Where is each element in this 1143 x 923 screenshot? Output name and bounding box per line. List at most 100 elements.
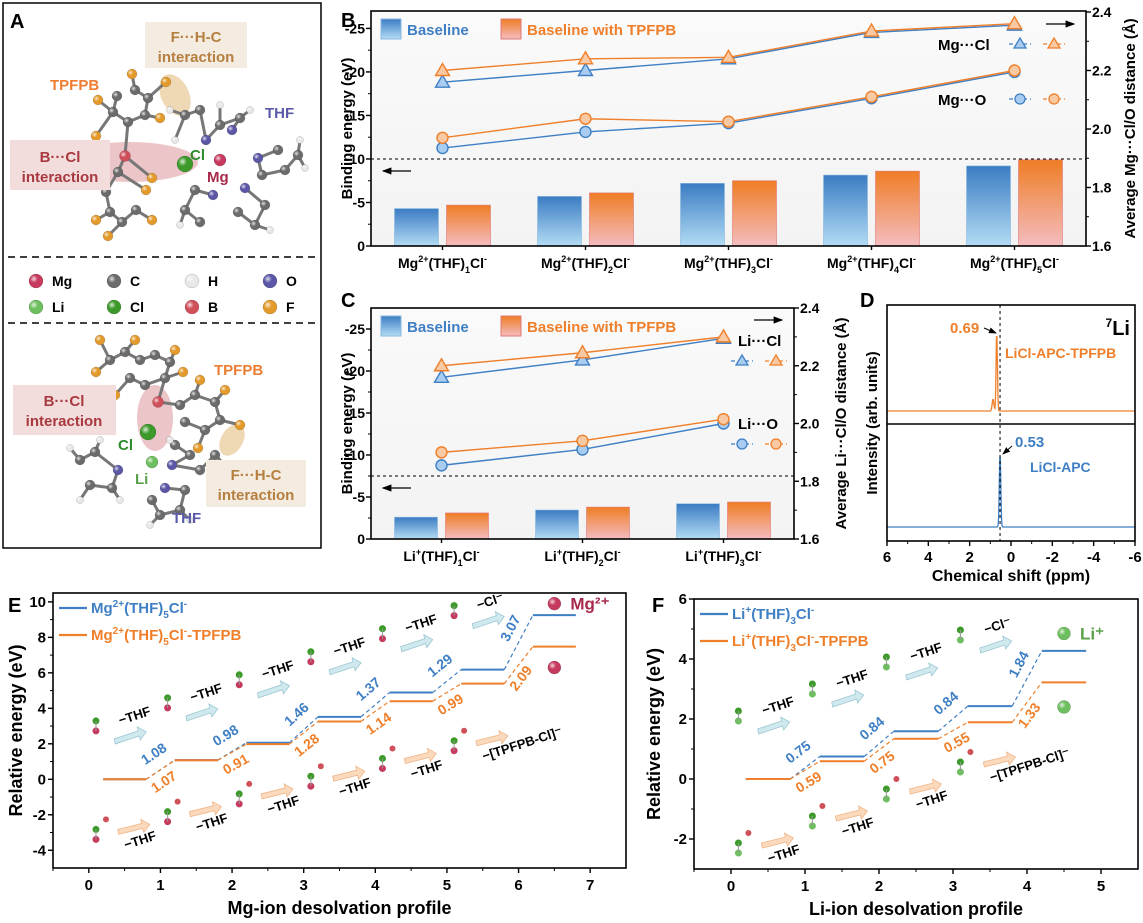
- circle-marker: [435, 446, 448, 459]
- bond: [123, 121, 130, 157]
- atom-highlight: [263, 274, 277, 288]
- cluster-b-icon: [967, 749, 974, 755]
- bond: [198, 109, 208, 141]
- triangle-marker: [720, 48, 737, 64]
- x-axis-title: Li-ion desolvation profile: [809, 899, 1023, 919]
- atom-highlight: [113, 465, 123, 475]
- atom-highlight: [296, 136, 304, 144]
- atom-highlight: [253, 153, 263, 163]
- panel-c: C 0 -5 -10 -15 -20 -25 1.6 1.8 2.0 2.2 2.4 Li+(THF)…: [339, 290, 850, 568]
- desolvation-step-label: −THF: [188, 680, 224, 704]
- tpfpb-label-bottom: TPFPB: [214, 362, 263, 379]
- legend-label-tpfpb: Baseline with TPFPB: [527, 319, 676, 336]
- circle-marker: [435, 459, 448, 472]
- transition-dash: [217, 743, 247, 761]
- atom-highlight: [112, 91, 122, 101]
- x-tick-label: Li+(THF)2Cl-: [544, 547, 620, 568]
- y-tick-label: -5: [353, 194, 366, 210]
- desolvation-arrow-icon: [400, 633, 434, 653]
- line-key-label: Li···Cl: [738, 333, 781, 350]
- y-tick-label: -2: [674, 831, 687, 848]
- atom-highlight: [155, 113, 165, 123]
- panel-b: B 0 -5 -10 -15 -20 -25 1.6 1.8 2.0 2.2 2.4 Mg2+(THF…: [339, 4, 1139, 275]
- y-tick-label: -5: [353, 489, 366, 505]
- atom-highlight: [175, 505, 185, 515]
- y-tick-label: 0: [679, 771, 687, 788]
- desolvation-step-label: −[TPFPB-Cl]⁻: [480, 724, 564, 764]
- line-key-label: Mg···O: [938, 92, 987, 109]
- step-energy-label: 1.46: [281, 699, 312, 729]
- bcl-interaction-box-top: [10, 140, 110, 190]
- x-tick-label: Li+(THF)1Cl-: [403, 547, 479, 568]
- atom-highlight: [180, 205, 190, 215]
- atom-highlight: [141, 185, 151, 195]
- cluster-b-icon: [102, 816, 109, 823]
- desolvation-arrow-icon: [760, 832, 794, 849]
- atom-highlight: [93, 95, 103, 105]
- peak-arrow-tpfpb: [983, 327, 997, 334]
- atom-highlight: [105, 207, 115, 217]
- line-key-triangle-icon: [734, 353, 750, 366]
- triangle-marker: [1006, 15, 1023, 30]
- x-tick-label: 1: [801, 878, 809, 895]
- y-tick-label: -20: [345, 64, 365, 80]
- atom-highlight: [160, 373, 170, 383]
- bcl-label-bottom-line2: interaction: [26, 413, 103, 430]
- atom-highlight: [91, 131, 101, 141]
- step-energy-label: 1.84: [1005, 648, 1032, 680]
- transition-dash: [432, 669, 462, 694]
- atom-highlight: [215, 415, 225, 425]
- atom-highlight: [210, 450, 220, 460]
- transition-dash: [360, 692, 391, 718]
- y-tick-label: 6: [679, 591, 687, 608]
- legend-label-f: F: [286, 299, 295, 315]
- atom-highlight: [235, 113, 245, 123]
- step-energy-label: 1.33: [1014, 699, 1043, 731]
- atom-legend: Mg C H O Li Cl B F: [28, 273, 297, 315]
- line-key-label: Li···O: [738, 416, 778, 433]
- bar-baseline: [966, 165, 1011, 247]
- x-tick-label: Mg2+(THF)4Cl-: [827, 254, 916, 275]
- atom-highlight: [116, 496, 124, 504]
- transition-dash: [145, 759, 176, 780]
- desolvation-arrow-icon: [332, 765, 366, 782]
- bar-tpfpb: [875, 170, 920, 247]
- series-label-tpfpb: LiCl-APC-TPFPB: [1005, 345, 1116, 361]
- atom-highlight: [160, 483, 170, 493]
- atom-highlight: [180, 110, 190, 120]
- fhc-label-line2: interaction: [158, 49, 235, 66]
- step-energy-label: 0.99: [435, 690, 467, 718]
- bcl-label-line2: interaction: [22, 169, 99, 186]
- legend-label-baseline: Baseline: [407, 22, 469, 39]
- bar-baseline: [394, 516, 438, 540]
- atom-highlight: [105, 355, 115, 365]
- bcl-label-bottom-line1: B···Cl: [44, 393, 85, 410]
- atom-highlight: [190, 185, 200, 195]
- atom-highlight: [195, 105, 205, 115]
- atom-highlight: [123, 117, 133, 127]
- atom-highlight: [178, 367, 188, 377]
- transition-dash: [288, 720, 319, 745]
- atom-highlight: [143, 93, 153, 103]
- bcl-label-line1: B···Cl: [40, 149, 81, 166]
- desolvation-arrow-icon: [256, 680, 291, 699]
- desolvation-arrow-icon: [328, 656, 362, 676]
- atom-highlight: [260, 200, 270, 210]
- y-tick-label: 0: [357, 238, 365, 254]
- atom-highlight: [147, 215, 157, 225]
- cl-label-top: Cl: [190, 147, 205, 164]
- circle-marker: [865, 90, 878, 104]
- step-energy-label: 1.07: [148, 767, 180, 796]
- series-label-apc: LiCl-APC: [1030, 459, 1091, 475]
- transition-dash: [432, 683, 462, 702]
- step-energy-label: 0.75: [866, 747, 898, 776]
- desolvation-step-label: −[TPFPB-Cl]⁻: [988, 745, 1072, 785]
- circle-marker: [436, 141, 449, 155]
- panel-label-f: F: [652, 595, 664, 617]
- panel-label-b: B: [341, 10, 355, 32]
- desolvation-step-label: −THF: [403, 611, 439, 635]
- atom-highlight: [166, 106, 174, 114]
- atom-highlight: [29, 274, 43, 288]
- atom-highlight: [235, 420, 245, 430]
- step-energy-label: 0.91: [220, 750, 252, 777]
